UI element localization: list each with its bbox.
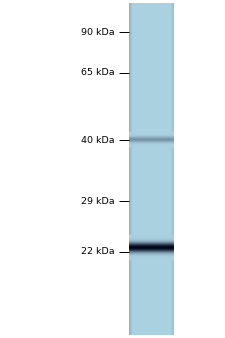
Text: 40 kDa: 40 kDa [81, 136, 115, 145]
Text: 65 kDa: 65 kDa [81, 68, 115, 77]
Text: 90 kDa: 90 kDa [81, 28, 115, 37]
Text: 29 kDa: 29 kDa [81, 197, 115, 206]
Text: 22 kDa: 22 kDa [81, 247, 115, 256]
